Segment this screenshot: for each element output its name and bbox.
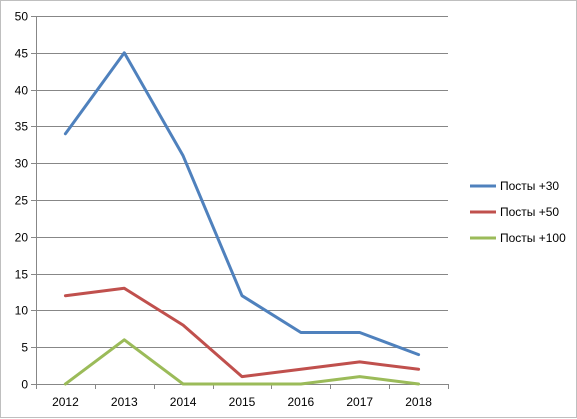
y-tick-label: 45 — [15, 47, 29, 61]
gridlines — [36, 17, 448, 348]
axes — [31, 16, 449, 389]
series-line-2 — [65, 288, 418, 376]
y-tick-label: 20 — [15, 231, 29, 245]
y-tick-label: 35 — [15, 120, 29, 134]
x-tick-label: 2015 — [229, 395, 256, 409]
y-tick-label: 40 — [15, 84, 29, 98]
y-tick-label: 10 — [15, 304, 29, 318]
y-tick-label: 0 — [21, 378, 28, 392]
legend-label: Посты +30 — [500, 179, 559, 193]
x-tick-label: 2014 — [170, 395, 197, 409]
y-tick-label: 30 — [15, 157, 29, 171]
series-line-1 — [65, 53, 418, 355]
x-tick-label: 2013 — [111, 395, 138, 409]
legend-label: Посты +50 — [500, 205, 559, 219]
x-tick-label: 2016 — [288, 395, 315, 409]
x-tick-labels: 2012 2013 2014 2015 2016 2017 2018 — [52, 395, 432, 409]
y-tick-label: 50 — [15, 10, 29, 24]
y-tick-label: 25 — [15, 194, 29, 208]
y-tick-label: 15 — [15, 268, 29, 282]
legend: Посты +30 Посты +50 Посты +100 — [470, 179, 566, 245]
series-lines — [65, 53, 418, 384]
y-tick-labels: 0 5 10 15 20 25 30 35 40 45 50 — [15, 10, 29, 392]
x-tick-label: 2012 — [52, 395, 79, 409]
y-tick-label: 5 — [21, 341, 28, 355]
x-tick-label: 2017 — [346, 395, 373, 409]
x-tick-label: 2018 — [405, 395, 432, 409]
legend-label: Посты +100 — [500, 231, 566, 245]
